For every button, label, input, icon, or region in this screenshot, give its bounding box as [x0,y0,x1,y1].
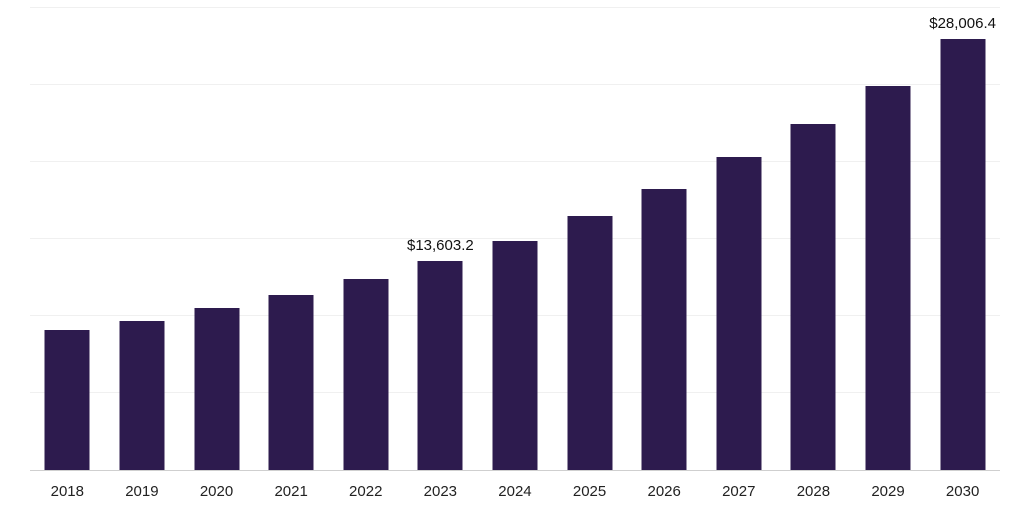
x-tick-2028: 2028 [796,482,831,500]
bar-slot-2029 [851,0,926,470]
gridline [30,7,1000,8]
bar-2021 [268,295,314,470]
x-tick-2020: 2020 [199,482,234,500]
bar-slot-2027 [701,0,776,470]
bar-slot-2026 [627,0,702,470]
bar-slot-2018 [30,0,105,470]
bar-slot-2021 [254,0,329,470]
bar-2018 [44,329,90,470]
bar-slot-2019 [105,0,180,470]
bar-2024 [492,240,538,470]
x-tick-2021: 2021 [274,482,308,500]
gridline [30,161,1000,162]
gridline [30,238,1000,239]
bar-slot-2028 [776,0,851,470]
bar-slot-2025 [552,0,627,470]
bar-slot-2020 [179,0,254,470]
x-tick-2019: 2019 [125,482,159,500]
bar-series: $13,603.2 $28,006.4 [30,0,1000,470]
bar-2019 [119,320,165,470]
x-tick-2027: 2027 [722,482,756,500]
bar-2030 [940,38,986,470]
gridline [30,84,1000,85]
x-tick-2023: 2023 [423,482,458,500]
bar-slot-2023: $13,603.2 [403,0,478,470]
bar-slot-2022 [328,0,403,470]
x-tick-2024: 2024 [498,482,532,500]
plot-area: $13,603.2 $28,006.4 [30,0,1000,471]
bar-2026 [641,188,687,470]
x-tick-2022: 2022 [349,482,383,500]
bar-value-label-2023: $13,603.2 [406,236,474,254]
bar-slot-2024 [478,0,553,470]
bar-2020 [194,308,240,470]
bar-2028 [790,123,836,470]
bar-value-label-2030: $28,006.4 [929,14,996,32]
bar-2023 [417,260,463,470]
bar-2027 [716,157,762,470]
bar-2025 [567,216,613,470]
bar-2029 [865,85,911,470]
bar-2022 [343,278,389,470]
x-tick-2030: 2030 [945,482,980,500]
x-axis: 2018 2019 2020 2021 2022 2023 2024 2025 2026 2027… [30,470,1000,512]
bar-slot-2030: $28,006.4 [925,0,1000,470]
x-tick-2025: 2025 [572,482,607,500]
x-tick-2018: 2018 [50,482,84,500]
x-tick-2026: 2026 [647,482,681,500]
x-tick-2029: 2029 [871,482,905,500]
